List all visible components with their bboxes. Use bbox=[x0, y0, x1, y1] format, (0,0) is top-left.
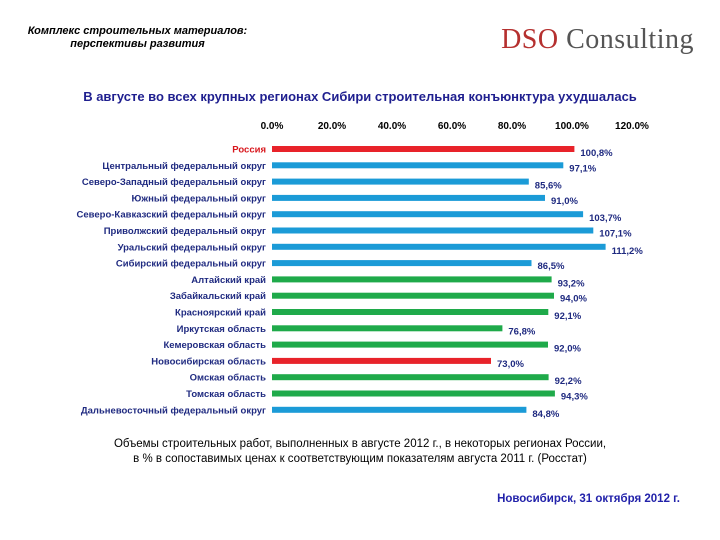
category-label: Забайкальский край bbox=[170, 291, 266, 302]
category-label: Алтайский край bbox=[191, 275, 266, 286]
bar bbox=[272, 162, 564, 169]
bar bbox=[272, 276, 552, 283]
category-label: Омская область bbox=[190, 373, 266, 384]
data-label: 92,1% bbox=[554, 311, 581, 322]
presentation-title-line2: перспективы развития bbox=[70, 38, 205, 50]
bar bbox=[272, 292, 554, 299]
bar bbox=[272, 374, 549, 381]
bar bbox=[272, 227, 594, 234]
slide-headline: В августе во всех крупных регионах Сибир… bbox=[83, 89, 637, 104]
category-label: Кемеровская область bbox=[163, 340, 266, 351]
chart-caption-line1: Объемы строительных работ, выполненных в… bbox=[113, 438, 607, 450]
data-label: 92,0% bbox=[554, 344, 581, 355]
bar bbox=[272, 260, 532, 267]
brand-logo-dso: DSO bbox=[501, 24, 559, 55]
x-tick-label: 80.0% bbox=[498, 121, 526, 132]
bar bbox=[272, 390, 555, 397]
category-label: Томская область bbox=[186, 389, 266, 400]
data-label: 84,8% bbox=[532, 409, 559, 420]
category-label: Приволжский федеральный округ bbox=[104, 226, 266, 237]
brand-logo-consulting: Consulting bbox=[566, 24, 694, 55]
bar bbox=[272, 357, 491, 364]
x-tick-label: 0.0% bbox=[261, 121, 284, 132]
category-label: Россия bbox=[232, 145, 266, 156]
category-label: Иркутская область bbox=[177, 324, 267, 335]
x-tick-label: 60.0% bbox=[438, 121, 466, 132]
data-label: 100,8% bbox=[580, 148, 613, 159]
category-label: Центральный федеральный округ bbox=[102, 161, 266, 172]
bar bbox=[272, 309, 549, 315]
data-label: 107,1% bbox=[599, 229, 632, 240]
presentation-title: Комплекс строительных материалов: перспе… bbox=[10, 25, 265, 51]
category-label: Южный федеральный округ bbox=[131, 193, 266, 204]
bar bbox=[272, 341, 548, 348]
data-label: 85,6% bbox=[535, 181, 562, 192]
bar bbox=[272, 194, 545, 201]
category-label: Северо-Кавказский федеральный округ bbox=[77, 210, 267, 221]
data-label: 103,7% bbox=[589, 213, 622, 224]
chart-caption: Объемы строительных работ, выполненных в… bbox=[40, 437, 680, 467]
x-tick-label: 20.0% bbox=[318, 121, 346, 132]
bar-chart: 0.0% 20.0% 40.0% 60.0% 80.0% 100.0% 120.0% Росс… bbox=[77, 121, 650, 420]
data-label: 94,3% bbox=[561, 392, 588, 403]
bar bbox=[272, 146, 575, 152]
bar bbox=[272, 178, 529, 185]
bar bbox=[272, 325, 503, 332]
data-label: 91,0% bbox=[551, 196, 578, 207]
x-tick-label: 40.0% bbox=[378, 121, 406, 132]
category-label: Северо-Западный федеральный округ bbox=[82, 177, 266, 188]
category-label: Новосибирская область bbox=[151, 356, 266, 367]
data-label: 93,2% bbox=[558, 278, 585, 289]
footer-date: Новосибирск, 31 октября 2012 г. bbox=[497, 493, 680, 505]
category-label: Красноярский край bbox=[175, 308, 266, 319]
chart-caption-line2: в % в сопоставимых ценах к соответствующ… bbox=[133, 453, 587, 465]
data-label: 111,2% bbox=[612, 246, 644, 257]
brand-logo: DSO Consulting bbox=[501, 24, 694, 56]
bar bbox=[272, 243, 606, 250]
data-label: 97,1% bbox=[569, 163, 596, 174]
data-label: 94,0% bbox=[560, 294, 587, 305]
category-label: Уральский федеральный округ bbox=[118, 242, 266, 253]
data-label: 92,2% bbox=[555, 376, 582, 387]
x-tick-label: 100.0% bbox=[555, 121, 589, 132]
data-label: 76,8% bbox=[508, 326, 535, 337]
bar bbox=[272, 406, 527, 413]
category-label: Сибирский федеральный округ bbox=[116, 259, 266, 270]
data-label: 73,0% bbox=[497, 359, 524, 370]
x-tick-label: 120.0% bbox=[615, 121, 649, 132]
category-label: Дальневосточный федеральный округ bbox=[81, 405, 266, 416]
bar bbox=[272, 211, 584, 218]
presentation-title-line1: Комплекс строительных материалов: bbox=[27, 25, 248, 37]
data-label: 86,5% bbox=[538, 261, 565, 272]
